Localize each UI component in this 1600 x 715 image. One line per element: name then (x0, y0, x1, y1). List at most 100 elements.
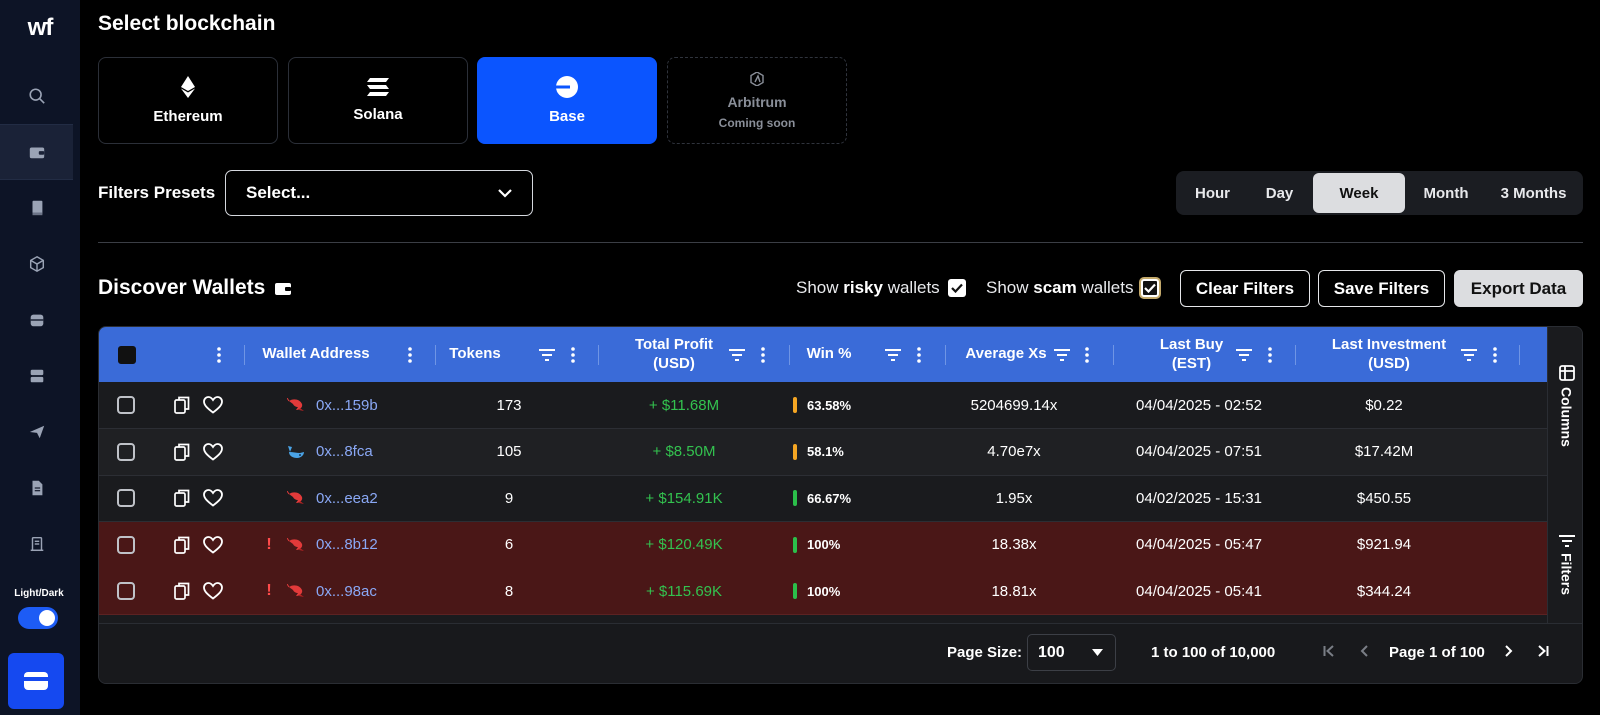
column-menu-icon[interactable] (911, 346, 927, 364)
table-row[interactable]: 0x...eea2 9 + $154.91K 66.67% 1.95x 04/02/202… (99, 475, 1547, 522)
wallet-address-link[interactable]: 0x...8b12 (316, 536, 378, 553)
row-checkbox[interactable] (117, 535, 135, 554)
copy-icon[interactable] (171, 522, 193, 568)
filter-icon (1558, 535, 1575, 547)
row-checkbox[interactable] (117, 396, 135, 414)
next-page-icon[interactable] (1498, 641, 1518, 661)
timeframe-toggle-group: Hour Day Week Month 3 Months (1176, 171, 1583, 215)
search-icon[interactable] (0, 68, 73, 124)
header-last-buy[interactable]: Last Buy (EST) (1139, 327, 1244, 382)
header-total-profit-line2: (USD) (653, 354, 695, 372)
win-cell: 100% (793, 568, 913, 614)
show-risky-wallets[interactable]: Show risky wallets (796, 278, 966, 298)
filter-icon[interactable] (1236, 346, 1252, 364)
receipt-icon[interactable] (0, 516, 73, 572)
column-menu-icon[interactable] (1262, 346, 1278, 364)
timeframe-hour[interactable]: Hour (1195, 184, 1230, 202)
last-buy-cell: 04/02/2025 - 15:31 (1136, 489, 1262, 507)
timeframe-3-months[interactable]: 3 Months (1500, 184, 1567, 202)
risky-suffix: wallets (887, 278, 940, 297)
filter-icon[interactable] (1461, 346, 1477, 364)
export-data-button[interactable]: Export Data (1454, 270, 1583, 307)
wallet-address-link[interactable]: 0x...159b (316, 396, 378, 414)
win-indicator (793, 536, 797, 553)
save-filters-button[interactable]: Save Filters (1318, 270, 1445, 307)
risky-checkbox[interactable] (947, 279, 966, 297)
filter-icon[interactable] (729, 346, 745, 364)
heart-icon[interactable] (201, 429, 225, 475)
filters-preset-select[interactable]: Select... (225, 170, 533, 216)
previous-page-icon[interactable] (1354, 641, 1374, 661)
filters-tab[interactable]: Filters (1548, 535, 1582, 595)
database-icon[interactable] (0, 292, 73, 348)
clear-filters-button[interactable]: Clear Filters (1180, 270, 1310, 307)
row-checkbox[interactable] (117, 489, 135, 507)
scam-checkbox[interactable] (1141, 279, 1160, 297)
column-menu-icon[interactable] (1079, 346, 1095, 364)
chain-card-solana[interactable]: Solana (288, 57, 468, 144)
row-select-cell (115, 429, 137, 475)
chain-card-ethereum[interactable]: Ethereum (98, 57, 278, 144)
last-page-icon[interactable] (1533, 641, 1553, 661)
last-investment-cell: $450.55 (1356, 489, 1412, 507)
wallet-card-button[interactable] (8, 653, 64, 709)
chain-name: Arbitrum (727, 93, 787, 110)
header-last-investment[interactable]: Last Investment (USD) (1314, 327, 1464, 382)
timeframe-day[interactable]: Day (1265, 184, 1294, 202)
first-page-icon[interactable] (1319, 641, 1339, 661)
table-row[interactable]: ! 0x...98ac 8 + $115.69K 100% 18.81x 04/04/202… (99, 568, 1547, 615)
column-menu-icon[interactable] (402, 346, 418, 364)
heart-icon[interactable] (201, 475, 225, 521)
logo[interactable]: wf (27, 14, 54, 41)
column-menu-icon[interactable] (211, 346, 227, 364)
tokens-cell: 105 (496, 443, 522, 460)
filter-icon[interactable] (539, 346, 555, 364)
cube-icon[interactable] (0, 236, 73, 292)
wallet-icon[interactable] (0, 124, 73, 180)
win-cell: 66.67% (793, 475, 913, 521)
column-menu-icon[interactable] (565, 346, 581, 364)
table-row[interactable]: ! 0x...8b12 6 + $120.49K 100% 18.38x 04/04/202… (99, 521, 1547, 569)
header-total-profit[interactable]: Total Profit (USD) (609, 327, 739, 382)
wallet-address-link[interactable]: 0x...98ac (316, 582, 377, 600)
show-scam-wallets[interactable]: Show scam wallets (986, 278, 1160, 298)
timeframe-month[interactable]: Month (1423, 184, 1469, 202)
header-wallet-address[interactable]: Wallet Address (262, 345, 370, 363)
timeframe-week[interactable]: Week (1313, 173, 1405, 213)
column-menu-icon[interactable] (755, 346, 771, 364)
select-all-checkbox[interactable] (118, 345, 136, 364)
wallet-address-link[interactable]: 0x...8fca (316, 443, 373, 460)
send-icon[interactable] (0, 404, 73, 460)
filter-icon[interactable] (885, 346, 901, 364)
book-icon[interactable] (0, 180, 73, 236)
header-tokens[interactable]: Tokens (449, 345, 501, 363)
heart-icon[interactable] (201, 382, 225, 428)
page-size-select[interactable]: 100 (1027, 634, 1116, 671)
header-average-xs[interactable]: Average Xs (965, 345, 1047, 363)
row-checkbox[interactable] (117, 442, 135, 461)
header-win-pct[interactable]: Win % (806, 345, 852, 363)
last-investment-cell: $0.22 (1365, 396, 1403, 414)
copy-icon[interactable] (171, 429, 193, 475)
theme-toggle[interactable] (18, 607, 58, 629)
columns-tab[interactable]: Columns (1548, 365, 1582, 447)
columns-tab-label: Columns (1558, 387, 1575, 447)
table-row[interactable]: 0x...159b 173 + $11.68M 63.58% 5204699.14x 04… (99, 382, 1547, 429)
document-icon[interactable] (0, 460, 73, 516)
chain-card-base[interactable]: Base (477, 57, 657, 144)
copy-icon[interactable] (171, 382, 193, 428)
last-investment-cell: $921.94 (1356, 536, 1412, 553)
shrimp-icon (285, 522, 307, 568)
shrimp-icon (285, 475, 307, 521)
copy-icon[interactable] (171, 568, 193, 614)
table-row[interactable]: 0x...8fca 105 + $8.50M 58.1% 4.70e7x 04/04/20… (99, 428, 1547, 476)
heart-icon[interactable] (201, 522, 225, 568)
row-checkbox[interactable] (117, 582, 135, 600)
server-icon[interactable] (0, 348, 73, 404)
copy-icon[interactable] (171, 475, 193, 521)
column-menu-icon[interactable] (1487, 346, 1503, 364)
wallet-address-link[interactable]: 0x...eea2 (316, 489, 378, 507)
whale-icon (285, 429, 307, 475)
filter-icon[interactable] (1054, 346, 1070, 364)
heart-icon[interactable] (201, 568, 225, 614)
